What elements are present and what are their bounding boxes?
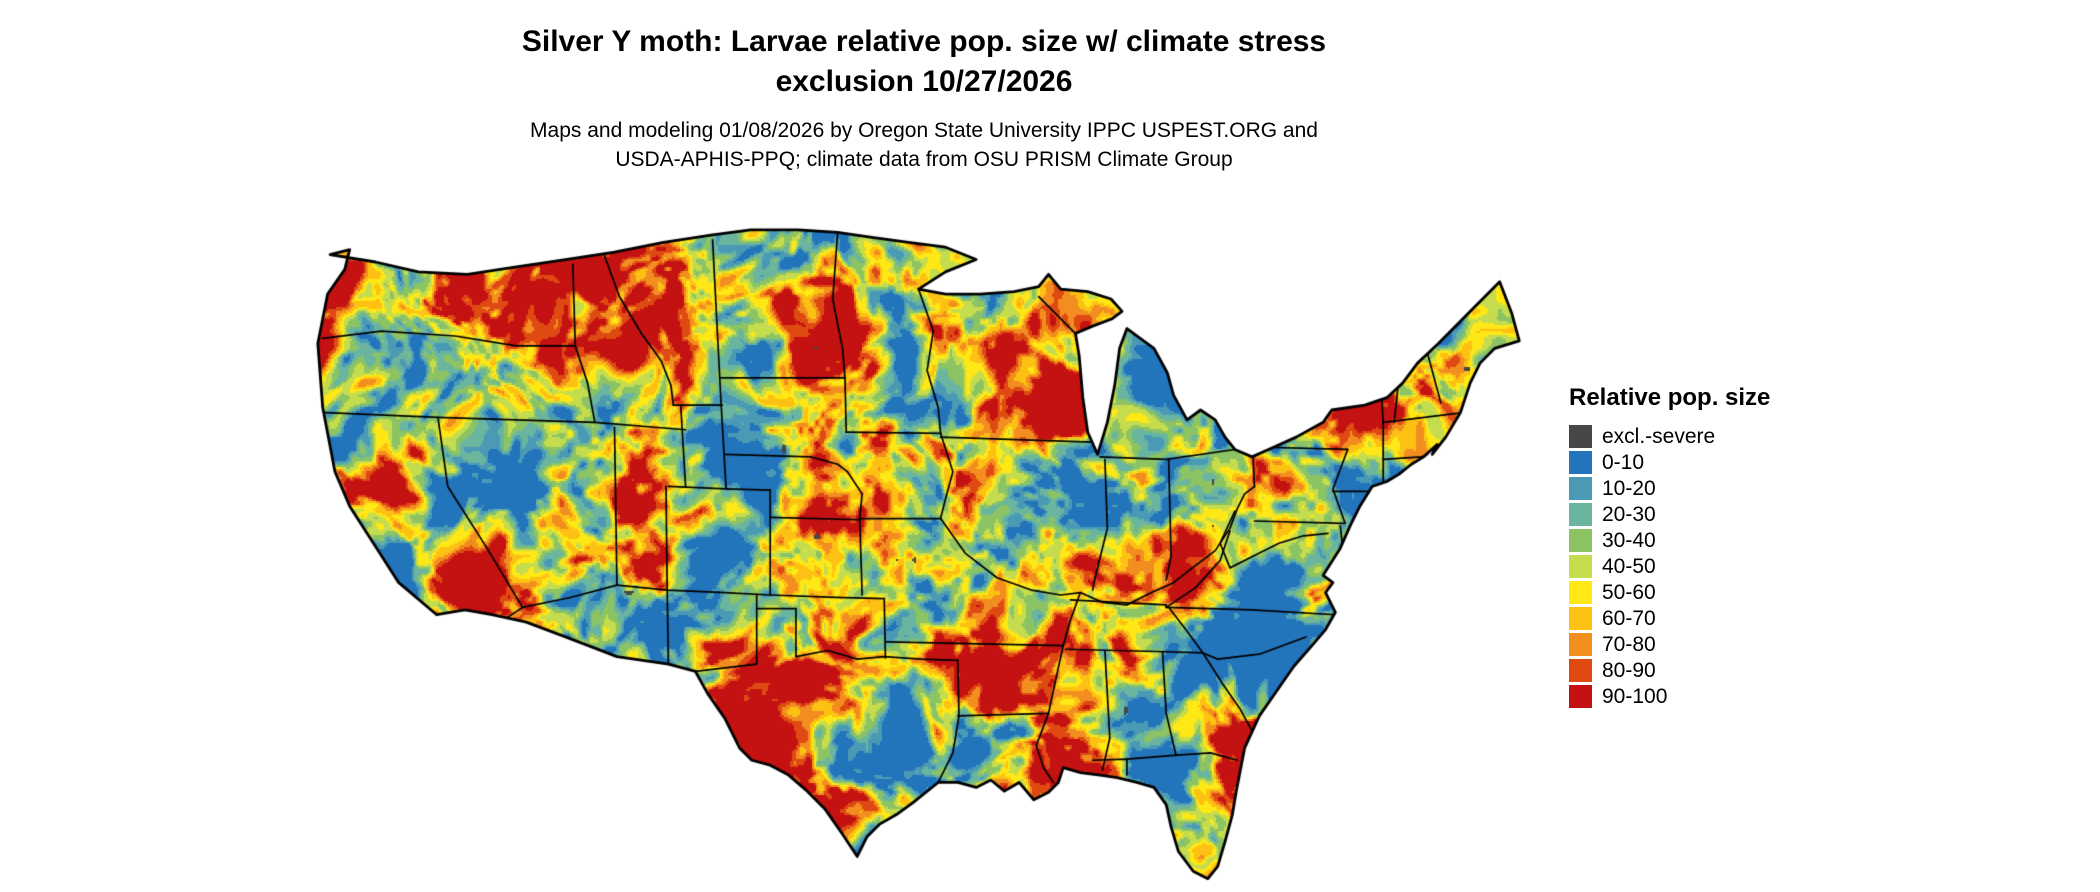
legend-swatch [1569, 529, 1592, 552]
legend-row: 20-30 [1569, 503, 1770, 526]
legend-row: 40-50 [1569, 555, 1770, 578]
legend-swatch [1569, 477, 1592, 500]
legend-row: excl.-severe [1569, 425, 1770, 448]
map-subtitle-line1: Maps and modeling 01/08/2026 by Oregon S… [530, 119, 1318, 142]
legend-title: Relative pop. size [1569, 384, 1771, 411]
legend-label: 40-50 [1602, 554, 1656, 578]
legend-label: 50-60 [1602, 580, 1656, 604]
legend-label: 80-90 [1602, 658, 1656, 682]
legend-label: 0-10 [1602, 450, 1645, 474]
legend-swatch [1569, 581, 1592, 604]
legend-swatch [1569, 451, 1592, 474]
legend-label: excl.-severe [1602, 424, 1716, 448]
map-subtitle: Maps and modeling 01/08/2026 by Oregon S… [0, 116, 1848, 174]
legend-row: 90-100 [1569, 685, 1770, 708]
legend-row: 0-10 [1569, 451, 1770, 474]
map-subtitle-line2: USDA-APHIS-PPQ; climate data from OSU PR… [615, 148, 1233, 171]
map-title-line1: Silver Y moth: Larvae relative pop. size… [521, 25, 1327, 58]
us-map-canvas [308, 225, 1534, 891]
legend-row: 30-40 [1569, 529, 1770, 552]
legend-row: 60-70 [1569, 607, 1770, 630]
legend-label: 90-100 [1602, 684, 1668, 708]
legend-row: 80-90 [1569, 659, 1770, 682]
legend-swatch [1569, 685, 1592, 708]
legend-label: 30-40 [1602, 528, 1656, 552]
legend-swatch [1569, 503, 1592, 526]
legend-swatch [1569, 633, 1592, 656]
legend-label: 20-30 [1602, 502, 1656, 526]
legend-items: excl.-severe 0-10 10-20 20-30 30-40 40-50 50-6… [1569, 425, 1770, 708]
legend-label: 10-20 [1602, 476, 1656, 500]
legend-swatch [1569, 607, 1592, 630]
legend-label: 70-80 [1602, 632, 1656, 656]
legend-label: 60-70 [1602, 606, 1656, 630]
map-header: Silver Y moth: Larvae relative pop. size… [0, 22, 1848, 174]
legend-swatch [1569, 659, 1592, 682]
legend: Relative pop. size excl.-severe 0-10 10-20… [1569, 384, 1770, 711]
legend-swatch [1569, 555, 1592, 578]
legend-swatch [1569, 425, 1592, 448]
legend-row: 50-60 [1569, 581, 1770, 604]
map-title-line2: exclusion 10/27/2026 [775, 65, 1073, 98]
legend-row: 70-80 [1569, 633, 1770, 656]
legend-row: 10-20 [1569, 477, 1770, 500]
